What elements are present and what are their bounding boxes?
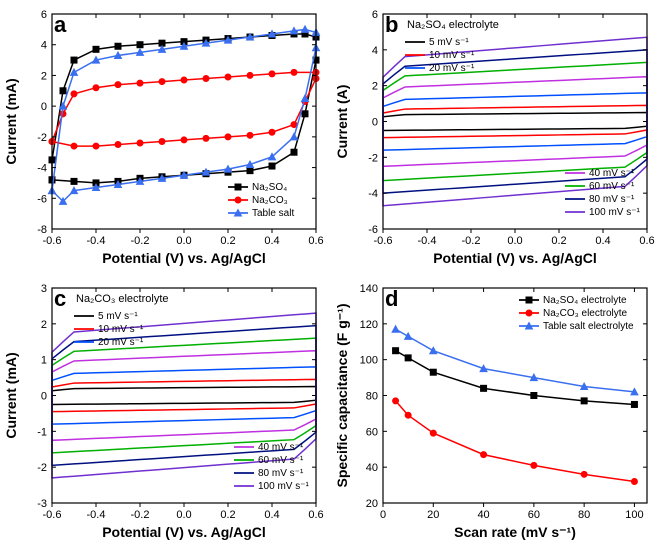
svg-text:-1: -1	[37, 426, 47, 438]
svg-text:0: 0	[41, 390, 47, 402]
svg-text:b: b	[385, 12, 398, 37]
svg-text:4: 4	[41, 40, 47, 52]
svg-text:a: a	[54, 12, 67, 37]
svg-text:40: 40	[477, 509, 489, 521]
svg-text:2: 2	[371, 81, 377, 93]
svg-text:5 mV s⁻¹: 5 mV s⁻¹	[98, 311, 138, 322]
svg-text:-0.4: -0.4	[87, 509, 106, 521]
svg-text:-0.2: -0.2	[461, 235, 480, 247]
svg-text:-4: -4	[368, 188, 378, 200]
svg-text:0: 0	[371, 117, 377, 129]
svg-text:Scan rate (mV s⁻¹): Scan rate (mV s⁻¹)	[454, 524, 576, 540]
svg-text:60: 60	[365, 426, 377, 438]
svg-text:5 mV s⁻¹: 5 mV s⁻¹	[429, 37, 469, 48]
svg-text:20: 20	[365, 498, 377, 510]
svg-text:Na₂SO₄ electrolyte: Na₂SO₄ electrolyte	[407, 19, 499, 31]
svg-text:Na₂SO₄ electrolyte: Na₂SO₄ electrolyte	[543, 295, 627, 306]
svg-text:80 mV s⁻¹: 80 mV s⁻¹	[258, 468, 304, 479]
svg-text:Current (A): Current (A)	[334, 85, 350, 159]
svg-text:40: 40	[365, 462, 377, 474]
svg-text:Potential (V) vs. Ag/AgCl: Potential (V) vs. Ag/AgCl	[102, 250, 266, 266]
svg-text:-2: -2	[37, 132, 47, 144]
svg-text:-0.6: -0.6	[43, 235, 62, 247]
svg-text:0.6: 0.6	[308, 235, 323, 247]
svg-text:100 mV s⁻¹: 100 mV s⁻¹	[589, 207, 641, 218]
svg-text:Table salt: Table salt	[252, 208, 294, 219]
svg-text:-6: -6	[37, 193, 47, 205]
svg-text:-6: -6	[368, 224, 378, 236]
figure-grid: -0.6 -0.4 -0.2 0.0 0.2 0.4 0.6 -8 -6 -4 -2 0 2 4 6 Pote…	[0, 0, 661, 547]
svg-text:80: 80	[578, 509, 590, 521]
svg-text:2: 2	[41, 318, 47, 330]
svg-text:40 mV s⁻¹: 40 mV s⁻¹	[589, 168, 635, 179]
svg-text:20 mV s⁻¹: 20 mV s⁻¹	[98, 337, 144, 348]
panel-c: -0.6 -0.4 -0.2 0.0 0.2 0.4 0.6 -3 -2 -1 0 1 2 3 Potent…	[0, 274, 331, 547]
svg-text:-2: -2	[37, 462, 47, 474]
panel-b: -0.6 -0.4 -0.2 0.0 0.2 0.4 0.6 -6 -4 -2 0 2 4 6 Potent…	[331, 0, 661, 274]
svg-text:Na₂CO₃ electrolyte: Na₂CO₃ electrolyte	[543, 308, 628, 319]
svg-text:0.2: 0.2	[220, 509, 235, 521]
svg-text:6: 6	[41, 9, 47, 21]
svg-text:100: 100	[625, 509, 643, 521]
svg-text:0.2: 0.2	[551, 235, 566, 247]
svg-text:-3: -3	[37, 498, 47, 510]
svg-text:10 mV s⁻¹: 10 mV s⁻¹	[98, 324, 144, 335]
svg-text:Current (mA): Current (mA)	[3, 78, 19, 164]
svg-text:-0.2: -0.2	[131, 235, 150, 247]
svg-text:d: d	[385, 286, 398, 311]
svg-text:0.2: 0.2	[220, 235, 235, 247]
svg-text:140: 140	[359, 283, 377, 295]
svg-text:-0.4: -0.4	[87, 235, 106, 247]
svg-text:Na₂CO₃: Na₂CO₃	[252, 195, 288, 206]
svg-text:0.0: 0.0	[507, 235, 522, 247]
svg-text:-2: -2	[368, 152, 378, 164]
svg-text:-0.6: -0.6	[373, 235, 392, 247]
svg-text:Table salt electrolyte: Table salt electrolyte	[543, 321, 634, 332]
svg-text:-0.6: -0.6	[43, 509, 62, 521]
svg-text:20 mV s⁻¹: 20 mV s⁻¹	[429, 63, 475, 74]
svg-text:-0.2: -0.2	[131, 509, 150, 521]
svg-text:Potential (V) vs. Ag/AgCl: Potential (V) vs. Ag/AgCl	[433, 250, 597, 266]
svg-text:-4: -4	[37, 163, 47, 175]
svg-text:3: 3	[41, 283, 47, 295]
svg-text:120: 120	[359, 318, 377, 330]
svg-text:0.0: 0.0	[176, 235, 191, 247]
svg-text:0.6: 0.6	[639, 235, 654, 247]
svg-text:100 mV s⁻¹: 100 mV s⁻¹	[258, 481, 310, 492]
svg-text:20: 20	[427, 509, 439, 521]
svg-text:2: 2	[41, 70, 47, 82]
svg-text:0.0: 0.0	[176, 509, 191, 521]
svg-text:60 mV s⁻¹: 60 mV s⁻¹	[258, 455, 304, 466]
svg-text:Specific capacitance (F g⁻¹): Specific capacitance (F g⁻¹)	[334, 303, 350, 487]
svg-text:100: 100	[359, 354, 377, 366]
svg-text:Potential (V) vs. Ag/AgCl: Potential (V) vs. Ag/AgCl	[102, 524, 266, 540]
svg-text:Na₂CO₃ electrolyte: Na₂CO₃ electrolyte	[76, 293, 169, 305]
svg-text:4: 4	[371, 45, 377, 57]
svg-text:60 mV s⁻¹: 60 mV s⁻¹	[589, 181, 635, 192]
svg-text:0: 0	[41, 101, 47, 113]
svg-text:80 mV s⁻¹: 80 mV s⁻¹	[589, 194, 635, 205]
svg-text:-8: -8	[37, 224, 47, 236]
svg-text:0.4: 0.4	[264, 509, 279, 521]
panel-a: -0.6 -0.4 -0.2 0.0 0.2 0.4 0.6 -8 -6 -4 -2 0 2 4 6 Pote…	[0, 0, 331, 274]
svg-text:10 mV s⁻¹: 10 mV s⁻¹	[429, 50, 475, 61]
svg-text:0: 0	[379, 509, 385, 521]
svg-text:40 mV s⁻¹: 40 mV s⁻¹	[258, 442, 304, 453]
svg-text:80: 80	[365, 390, 377, 402]
svg-text:0.4: 0.4	[264, 235, 279, 247]
svg-text:Current (mA): Current (mA)	[3, 352, 19, 438]
svg-text:c: c	[54, 286, 66, 311]
svg-text:60: 60	[527, 509, 539, 521]
svg-text:6: 6	[371, 9, 377, 21]
svg-text:-0.4: -0.4	[417, 235, 436, 247]
svg-text:Na₂SO₄: Na₂SO₄	[252, 182, 287, 193]
svg-text:0.6: 0.6	[308, 509, 323, 521]
svg-text:0.4: 0.4	[595, 235, 610, 247]
panel-d: 02040608010020406080100120140Scan rate (…	[331, 274, 661, 547]
svg-text:1: 1	[41, 354, 47, 366]
